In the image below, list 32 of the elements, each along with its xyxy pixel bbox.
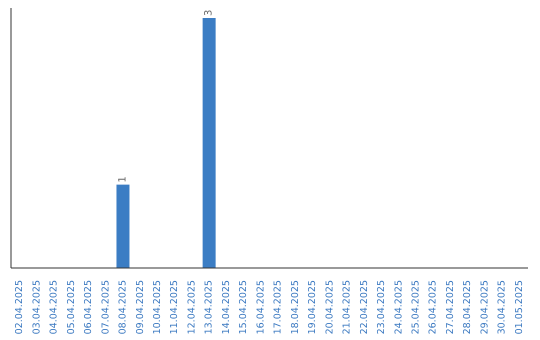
x-tick-label: 29.04.2025 xyxy=(479,280,490,334)
x-tick-label: 18.04.2025 xyxy=(290,280,301,334)
x-tick-label: 22.04.2025 xyxy=(358,280,370,334)
x-tick-label: 05.04.2025 xyxy=(66,280,77,334)
x-tick-label: 25.04.2025 xyxy=(410,280,422,334)
x-tick-label: 21.04.2025 xyxy=(342,280,353,334)
x-tick-label: 19.04.2025 xyxy=(307,280,318,334)
x-tick-label: 12.04.2025 xyxy=(186,280,198,334)
x-tick-label: 24.04.2025 xyxy=(393,280,404,334)
x-tick-label: 08.04.2025 xyxy=(118,280,129,334)
x-tick-label: 02.04.2025 xyxy=(14,280,26,334)
x-tick-label: 06.04.2025 xyxy=(83,280,94,334)
x-tick-label: 23.04.2025 xyxy=(376,280,388,334)
x-tick-label: 13.04.2025 xyxy=(204,280,215,334)
x-tick-label: 26.04.2025 xyxy=(428,280,439,334)
x-tick-label: 04.04.2025 xyxy=(48,280,60,334)
x-tick-label: 09.04.2025 xyxy=(134,280,146,334)
x-tick-label: 01.05.2025 xyxy=(514,280,525,334)
x-tick-label: 15.04.2025 xyxy=(238,280,250,334)
x-tick-label: 11.04.2025 xyxy=(169,280,180,334)
x-tick-label: 20.04.2025 xyxy=(324,280,336,334)
x-tick-label: 07.04.2025 xyxy=(100,280,112,334)
x-tick-label: 28.04.2025 xyxy=(462,280,474,334)
x-tick-label: 10.04.2025 xyxy=(152,280,163,334)
x-tick-label: 03.04.2025 xyxy=(31,280,42,334)
x-tick-label: 16.04.2025 xyxy=(255,280,266,334)
x-tick-label: 27.04.2025 xyxy=(444,280,456,334)
data-label: 3 xyxy=(204,10,215,16)
x-tick-label: 17.04.2025 xyxy=(272,280,284,334)
x-tick-label: 14.04.2025 xyxy=(220,280,232,334)
x-tick-label: 30.04.2025 xyxy=(496,280,508,334)
data-label: 1 xyxy=(117,176,128,183)
